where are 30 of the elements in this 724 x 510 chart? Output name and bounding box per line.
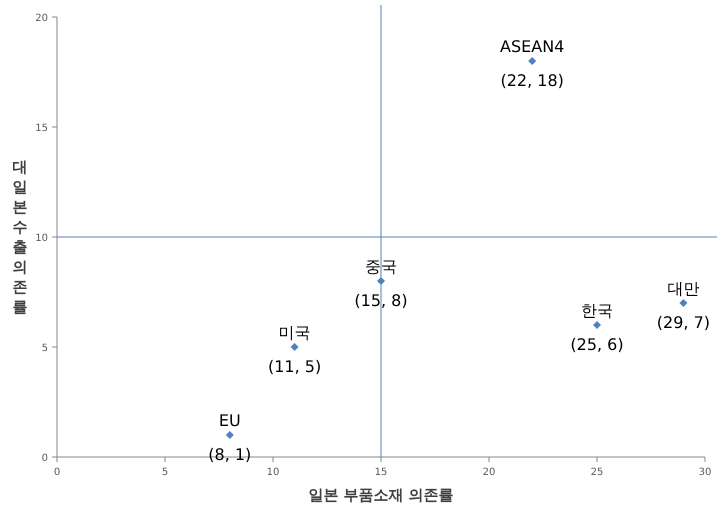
x-tick-label: 25 [590, 467, 604, 478]
annotation: 한국 [581, 301, 613, 320]
point [679, 299, 688, 307]
annotation: (8, 1) [208, 445, 252, 464]
annotation: (11, 5) [268, 357, 322, 376]
annotation: (25, 6) [570, 335, 624, 354]
point [226, 431, 234, 439]
x-tick-label: 15 [374, 467, 388, 478]
y-tick-label: 0 [42, 453, 48, 464]
annotation: EU [218, 411, 241, 430]
y-tick-label: 15 [35, 123, 48, 134]
annotation: ASEAN4 [500, 37, 564, 56]
y-axis-title: 대일본수출의존률 [12, 158, 28, 316]
y-tick-label: 10 [35, 233, 48, 244]
x-tick-label: 10 [266, 467, 280, 478]
annotation: (22, 18) [500, 71, 564, 90]
annotation: (29, 7) [656, 313, 710, 332]
point [528, 57, 536, 65]
point [290, 343, 299, 351]
annotation: 대만 [667, 279, 700, 298]
y-tick-label: 5 [42, 343, 48, 354]
annotation: 미국 [278, 323, 311, 342]
y-tick-label: 20 [35, 13, 48, 24]
x-tick-label: 20 [482, 467, 496, 478]
x-tick-label: 0 [54, 467, 60, 478]
x-tick-label: 5 [162, 467, 168, 478]
x-tick-label: 30 [698, 467, 712, 478]
point [593, 321, 601, 329]
point [377, 277, 385, 285]
x-axis-title: 일본 부품소재 의존률 [308, 486, 454, 504]
